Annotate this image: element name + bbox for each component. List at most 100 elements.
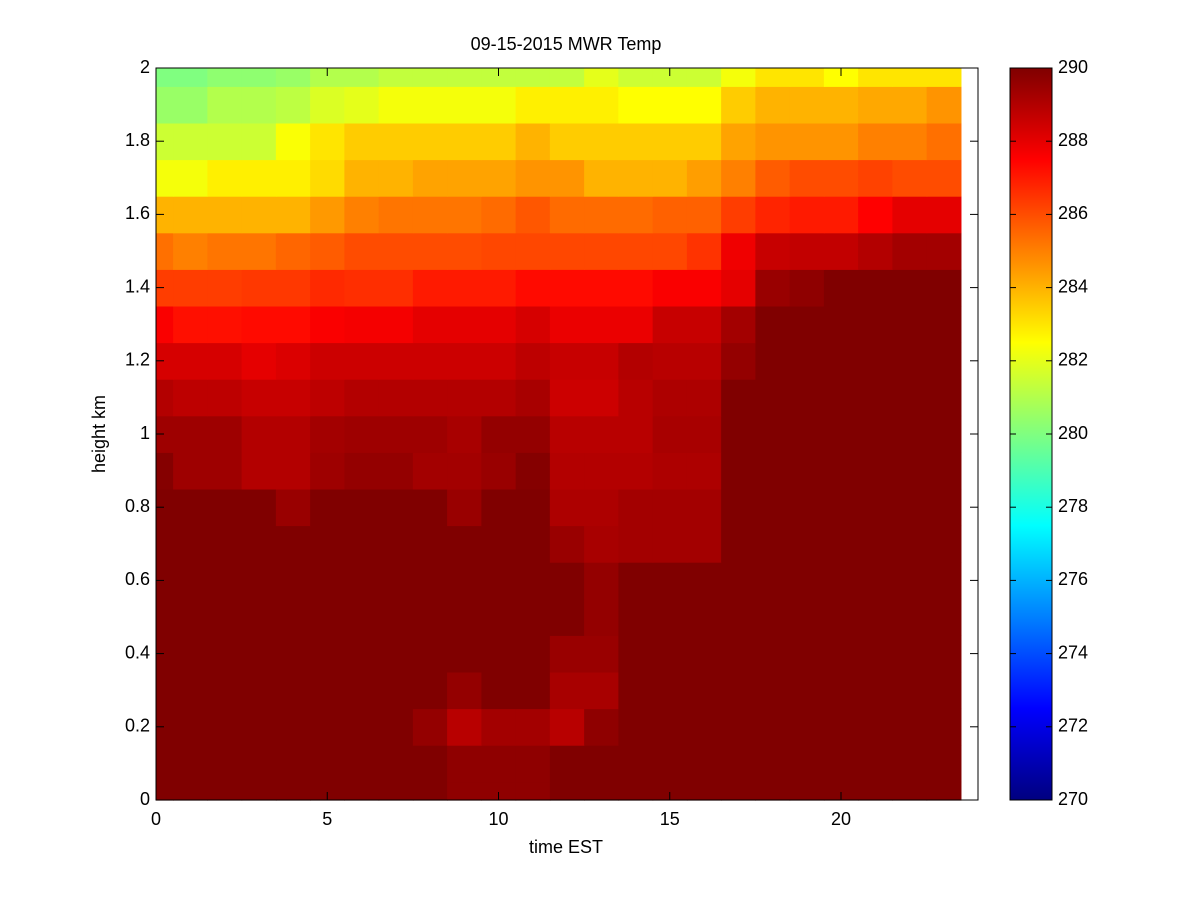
heatmap-cell <box>447 122 482 161</box>
heatmap-cell <box>686 488 722 527</box>
heatmap-cell <box>858 452 893 490</box>
heatmap-cell <box>549 598 585 636</box>
heatmap-cell <box>618 379 654 417</box>
heatmap-cell <box>156 562 174 600</box>
heatmap-cell <box>858 305 893 344</box>
heatmap-cell <box>310 635 345 673</box>
heatmap-cell <box>858 379 893 417</box>
heatmap-cell <box>344 379 380 417</box>
colorbar <box>1010 68 1052 800</box>
heatmap-cell <box>207 86 243 124</box>
heatmap-cell <box>789 86 825 124</box>
heatmap-cell <box>584 196 619 234</box>
heatmap-cell <box>823 708 859 746</box>
heatmap-cell <box>378 635 414 673</box>
heatmap-cell <box>618 598 654 636</box>
heatmap-cell <box>789 671 825 710</box>
heatmap-cell <box>447 379 482 417</box>
heatmap-cell <box>481 708 517 746</box>
heatmap-cell <box>378 232 414 270</box>
heatmap-cell <box>618 562 654 600</box>
heatmap-cell <box>173 159 208 197</box>
heatmap-cell <box>892 708 928 746</box>
heatmap-cell <box>310 452 345 490</box>
heatmap-cell <box>275 708 311 746</box>
heatmap-cell <box>892 488 928 527</box>
heatmap-cell <box>344 122 380 161</box>
heatmap-cell <box>686 708 722 746</box>
heatmap-cell <box>481 671 517 710</box>
colorbar-tick-label: 276 <box>1058 569 1088 589</box>
heatmap-cell <box>618 525 654 563</box>
heatmap-cell <box>652 745 688 783</box>
heatmap-cell <box>686 525 722 563</box>
heatmap-cell <box>926 452 962 490</box>
heatmap-cell <box>156 598 174 636</box>
heatmap-cell <box>241 232 277 270</box>
heatmap-cell <box>721 122 756 161</box>
heatmap-cell <box>310 598 345 636</box>
heatmap-cell <box>344 196 380 234</box>
heatmap-cell <box>173 745 208 783</box>
heatmap-cell <box>755 708 791 746</box>
heatmap-cell <box>892 379 928 417</box>
heatmap-cell <box>515 86 551 124</box>
heatmap-cell <box>378 122 414 161</box>
heatmap-cell <box>310 269 345 307</box>
heatmap-cell <box>549 452 585 490</box>
heatmap-cell <box>721 86 756 124</box>
heatmap-cell <box>207 671 243 710</box>
heatmap-cell <box>721 781 756 801</box>
heatmap-cell <box>310 708 345 746</box>
heatmap-cell <box>858 598 893 636</box>
heatmap-cell <box>652 379 688 417</box>
heatmap-cell <box>858 159 893 197</box>
heatmap-cell <box>275 598 311 636</box>
heatmap-cell <box>275 562 311 600</box>
x-tick-label: 5 <box>322 809 332 829</box>
colorbar-tick-label: 278 <box>1058 496 1088 516</box>
heatmap-cell <box>721 305 756 344</box>
heatmap-cell <box>926 708 962 746</box>
heatmap-cell <box>447 342 482 380</box>
heatmap-cell <box>584 488 619 527</box>
heatmap-cell <box>481 452 517 490</box>
heatmap-cell <box>721 196 756 234</box>
heatmap-cell <box>652 232 688 270</box>
heatmap-cell <box>412 68 448 87</box>
heatmap-cell <box>789 745 825 783</box>
heatmap-cell <box>549 488 585 527</box>
heatmap-cell <box>584 68 619 87</box>
heatmap-cell <box>584 525 619 563</box>
heatmap-cell <box>584 232 619 270</box>
y-tick-label: 1.4 <box>125 276 150 296</box>
heatmap-cell <box>310 671 345 710</box>
heatmap-cell <box>549 196 585 234</box>
heatmap-cell <box>481 232 517 270</box>
heatmap-cell <box>481 635 517 673</box>
heatmap-cell <box>686 415 722 453</box>
heatmap-cell <box>584 745 619 783</box>
heatmap-cell <box>652 269 688 307</box>
heatmap-cell <box>618 781 654 801</box>
heatmap-cell <box>755 745 791 783</box>
heatmap-cell <box>858 196 893 234</box>
heatmap-cell <box>241 598 277 636</box>
heatmap-cell <box>412 86 448 124</box>
heatmap-cell <box>584 122 619 161</box>
heatmap-cell <box>686 269 722 307</box>
heatmap-cell <box>310 379 345 417</box>
heatmap-cell <box>652 671 688 710</box>
heatmap-cell <box>858 232 893 270</box>
heatmap-cell <box>926 781 962 801</box>
heatmap-cell <box>755 86 791 124</box>
heatmap-cell <box>926 562 962 600</box>
heatmap-cell <box>892 562 928 600</box>
heatmap-cell <box>721 488 756 527</box>
heatmap-cell <box>310 159 345 197</box>
heatmap-cell <box>275 159 311 197</box>
heatmap-cell <box>823 86 859 124</box>
heatmap-cell <box>721 525 756 563</box>
heatmap-cell <box>412 671 448 710</box>
heatmap-cell <box>207 232 243 270</box>
